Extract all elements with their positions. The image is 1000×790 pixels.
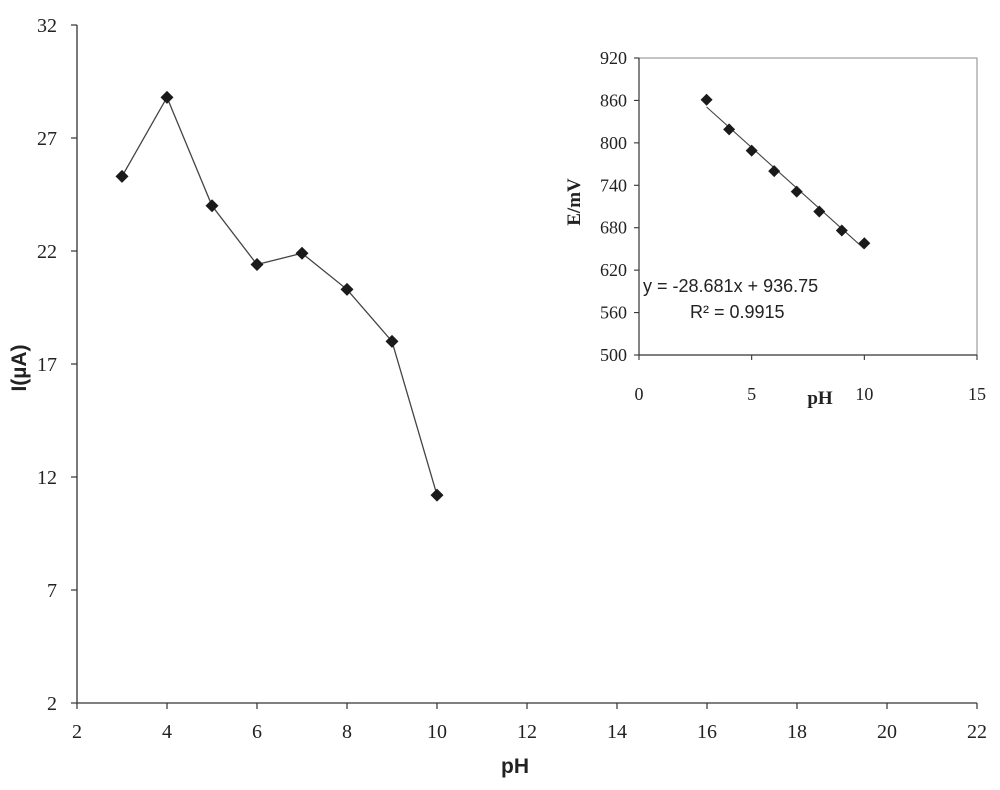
inset-data-point: [745, 144, 758, 157]
inset-data-point: [835, 224, 848, 237]
inset-data-point: [790, 185, 803, 198]
inset-x-tick-label: 5: [747, 384, 756, 404]
main-y-tick-label: 22: [37, 241, 57, 263]
inset-x-tick-label: 0: [635, 384, 644, 404]
main-x-tick-label: 10: [427, 721, 447, 743]
main-x-tick-label: 2: [72, 721, 82, 743]
main-y-tick-label: 2: [47, 693, 57, 715]
main-y-tick-label: 27: [37, 128, 57, 150]
inset-y-tick-label: 500: [600, 345, 627, 365]
main-data-point: [430, 488, 444, 502]
main-x-tick-label: 4: [162, 721, 172, 743]
inset-y-tick-label: 620: [600, 260, 627, 280]
main-x-tick-label: 22: [967, 721, 987, 743]
main-data-point: [385, 334, 399, 348]
inset-x-axis-title: pH: [807, 388, 833, 409]
main-y-axis-title: I(µA): [8, 344, 31, 391]
inset-x-tick-label: 10: [855, 384, 873, 404]
main-x-tick-label: 12: [517, 721, 537, 743]
inset-y-tick-label: 860: [600, 90, 627, 110]
inset-y-tick-label: 800: [600, 133, 627, 153]
inset-y-tick-label: 680: [600, 218, 627, 238]
inset-y-tick-label: 920: [600, 48, 627, 68]
inset-x-tick-label: 15: [968, 384, 986, 404]
inset-plot-area: [638, 57, 978, 356]
inset-data-point: [723, 123, 736, 136]
inset-y-tick-label: 740: [600, 175, 627, 195]
inset-data-point: [813, 205, 826, 218]
main-x-tick-label: 20: [877, 721, 897, 743]
main-data-point: [205, 199, 219, 213]
main-y-tick-label: 32: [37, 15, 57, 37]
main-data-point: [250, 258, 264, 272]
main-y-tick-label: 17: [37, 354, 57, 376]
inset-trendline-equation: y = -28.681x + 936.75: [643, 276, 818, 296]
inset-data-point: [700, 93, 713, 106]
inset-data-point: [768, 165, 781, 178]
inset-y-tick-label: 560: [600, 303, 627, 323]
main-data-point: [115, 169, 129, 183]
main-data-point: [340, 282, 354, 296]
inset-r-squared: R² = 0.9915: [690, 302, 785, 322]
main-x-tick-label: 14: [607, 721, 627, 743]
main-x-tick-label: 6: [252, 721, 262, 743]
main-data-point: [160, 90, 174, 104]
main-data-point: [295, 246, 309, 260]
main-x-tick-label: 16: [697, 721, 717, 743]
main-series-line: [121, 95, 438, 496]
inset-y-axis-title: E/mV: [564, 178, 585, 226]
main-y-tick-label: 12: [37, 467, 57, 489]
main-x-tick-label: 18: [787, 721, 807, 743]
main-y-tick-label: 7: [47, 580, 57, 602]
inset-data-point: [858, 237, 871, 250]
main-x-tick-label: 8: [342, 721, 352, 743]
main-x-axis-title: pH: [501, 755, 529, 778]
